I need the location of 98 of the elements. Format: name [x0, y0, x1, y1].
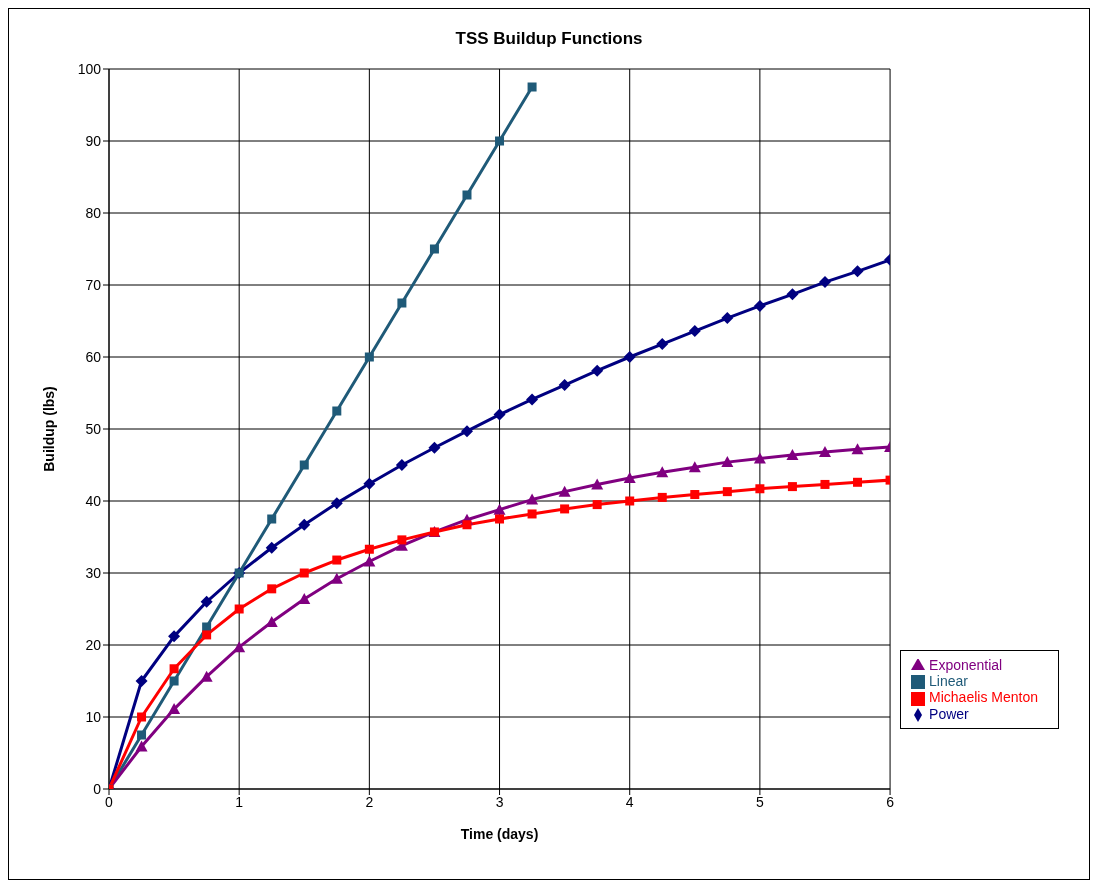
- point: [234, 604, 244, 614]
- point: [656, 338, 669, 351]
- y-tick-label: 70: [85, 276, 102, 293]
- point: [592, 500, 602, 510]
- point: [397, 535, 407, 545]
- legend-label: Michaelis Menton: [929, 689, 1038, 706]
- point: [137, 712, 147, 722]
- point: [558, 485, 571, 497]
- point: [495, 136, 505, 146]
- point: [527, 509, 537, 519]
- point: [233, 641, 246, 653]
- point: [330, 497, 343, 510]
- point: [623, 471, 636, 483]
- y-tick-label: 50: [85, 420, 102, 437]
- point: [495, 514, 505, 524]
- point: [688, 325, 701, 338]
- point: [493, 503, 506, 515]
- legend-label: Exponential: [929, 656, 1003, 673]
- point: [851, 443, 864, 455]
- y-tick-label: 100: [77, 60, 102, 77]
- point: [332, 555, 342, 565]
- point: [818, 446, 831, 458]
- point: [267, 584, 277, 594]
- point: [364, 544, 374, 554]
- y-tick-label: 30: [85, 564, 102, 581]
- x-tick-label: 3: [495, 793, 504, 810]
- point: [755, 484, 765, 494]
- point: [787, 482, 797, 492]
- legend-label: Linear: [929, 673, 968, 690]
- y-tick-label: 80: [85, 204, 102, 221]
- x-tick-label: 4: [625, 793, 634, 810]
- point: [462, 190, 472, 200]
- x-tick-label: 0: [105, 793, 114, 810]
- point: [690, 490, 700, 500]
- y-axis-title: Buildup (lbs): [40, 386, 57, 472]
- point: [330, 572, 343, 584]
- point: [722, 487, 732, 497]
- point: [753, 452, 766, 464]
- point: [851, 265, 864, 278]
- point: [202, 630, 212, 640]
- y-tick-label: 40: [85, 492, 102, 509]
- x-tick-label: 6: [886, 793, 895, 810]
- point: [428, 441, 441, 454]
- point: [169, 664, 179, 674]
- point: [168, 703, 181, 715]
- y-tick-label: 90: [85, 132, 102, 149]
- point: [169, 676, 179, 686]
- point: [168, 630, 181, 643]
- point: [299, 568, 309, 578]
- point: [493, 408, 506, 421]
- point: [395, 459, 408, 471]
- point: [527, 82, 537, 92]
- point: [298, 518, 311, 531]
- point: [786, 288, 799, 301]
- point: [460, 425, 473, 438]
- legend-label: Power: [929, 705, 969, 722]
- point: [526, 493, 539, 505]
- point: [818, 276, 831, 289]
- point: [429, 244, 439, 254]
- y-tick-label: 10: [85, 708, 102, 725]
- point: [591, 478, 604, 490]
- point: [657, 492, 667, 502]
- x-axis-title: Time (days): [460, 826, 539, 842]
- point: [397, 298, 407, 308]
- point: [721, 312, 734, 325]
- x-tick-label: 5: [755, 793, 764, 810]
- point: [267, 514, 277, 524]
- point: [299, 460, 309, 470]
- point: [363, 477, 376, 490]
- point: [200, 670, 213, 682]
- point: [526, 393, 539, 406]
- point: [625, 496, 635, 506]
- x-tick-label: 2: [365, 793, 374, 810]
- point: [753, 299, 766, 312]
- chart-title: TSS Buildup Functions: [454, 28, 644, 50]
- point: [332, 406, 342, 416]
- point: [462, 520, 472, 530]
- point: [137, 730, 147, 740]
- point: [135, 675, 148, 687]
- point: [591, 364, 604, 377]
- point: [200, 595, 213, 608]
- point: [623, 351, 636, 363]
- point: [853, 477, 863, 487]
- point: [265, 541, 278, 554]
- point: [135, 740, 148, 752]
- x-tick-label: 1: [235, 793, 244, 810]
- point: [688, 461, 701, 473]
- point: [558, 379, 571, 392]
- y-tick-label: 0: [93, 780, 102, 797]
- y-tick-label: 60: [85, 348, 102, 365]
- point: [364, 352, 374, 362]
- point: [560, 504, 570, 514]
- point: [786, 448, 799, 460]
- point: [721, 456, 734, 468]
- y-tick-label: 20: [85, 636, 102, 653]
- point: [363, 555, 376, 567]
- point: [820, 479, 830, 489]
- point: [656, 466, 669, 478]
